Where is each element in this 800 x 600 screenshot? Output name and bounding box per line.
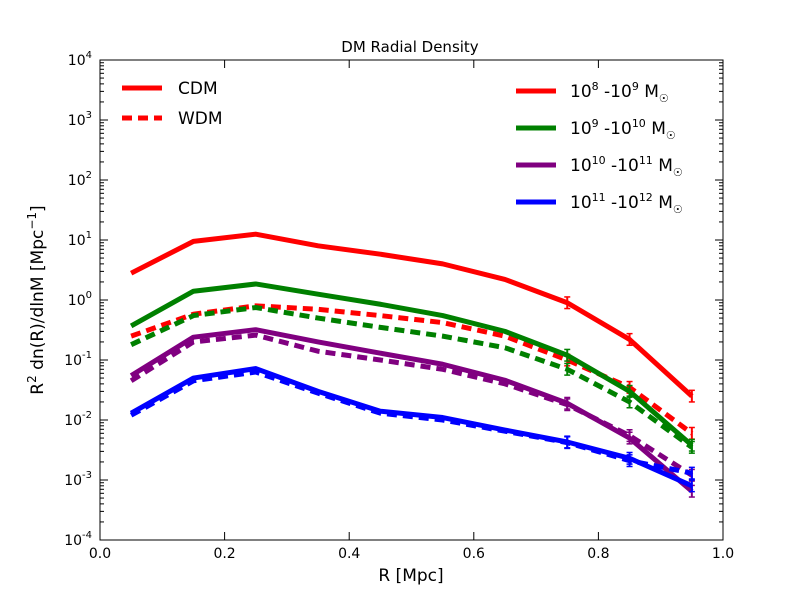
series-line-cdm-bin-2 [129, 327, 694, 494]
y-tick-label: 10-4 [64, 530, 92, 549]
x-tick-label: 1.0 [712, 546, 734, 562]
y-axis-label: R2 dn(R)/dlnM [Mpc−1] [25, 205, 48, 394]
series-line-cdm-bin-1 [129, 281, 694, 448]
series-line-wdm-bin-3 [129, 369, 693, 476]
x-tick-label: 0.6 [463, 546, 485, 562]
legend-line-style: CDM WDM [122, 79, 223, 129]
y-label-r: R [28, 383, 48, 395]
legend-label-bin-2: 1010 -1011 M☉ [570, 154, 683, 179]
series-line-cdm-bin-0 [130, 231, 694, 398]
x-axis: 0.0 0.2 0.4 0.6 0.8 1.0 [89, 60, 734, 562]
y-tick-label: 102 [68, 170, 92, 189]
x-tick-label: 0.4 [338, 546, 360, 562]
series-layer [129, 231, 695, 498]
y-tick-label: 100 [68, 290, 92, 309]
legend-label-bin-0: 108 -109 M☉ [570, 80, 669, 105]
y-tick-label: 10-3 [64, 470, 92, 489]
y-tick-label: 101 [68, 230, 92, 249]
y-label-r-sup: 2 [25, 375, 39, 383]
y-label-unit-sup: −1 [25, 212, 39, 230]
x-axis-label: R [Mpc] [378, 566, 443, 586]
legend-label-bin-1: 109 -1010 M☉ [570, 117, 676, 142]
legend-label-bin-3: 1011 -1012 M☉ [570, 191, 683, 216]
series-line-wdm-bin-2 [129, 332, 694, 478]
legend-label-wdm: WDM [178, 109, 223, 129]
chart-title: DM Radial Density [341, 38, 479, 56]
legend-mass-bins: 108 -109 M☉ 109 -1010 M☉ 1010 -1011 M☉ 1011… [516, 80, 683, 216]
y-axis: 10-4 10-3 10-2 10-1 100 101 102 103 104 [64, 50, 723, 549]
y-tick-label: 10-1 [64, 350, 92, 369]
y-tick-label: 103 [68, 110, 92, 129]
y-label-end: ] [28, 205, 48, 212]
y-tick-label: 10-2 [64, 410, 92, 429]
x-tick-label: 0.2 [213, 546, 235, 562]
legend-label-cdm: CDM [178, 79, 218, 99]
y-label-mid: dn(R)/dlnM [Mpc [28, 230, 48, 376]
x-tick-label: 0.8 [587, 546, 609, 562]
series-line-wdm-bin-1 [130, 304, 694, 450]
x-tick-label: 0.0 [89, 546, 111, 562]
y-tick-label: 104 [68, 50, 92, 69]
